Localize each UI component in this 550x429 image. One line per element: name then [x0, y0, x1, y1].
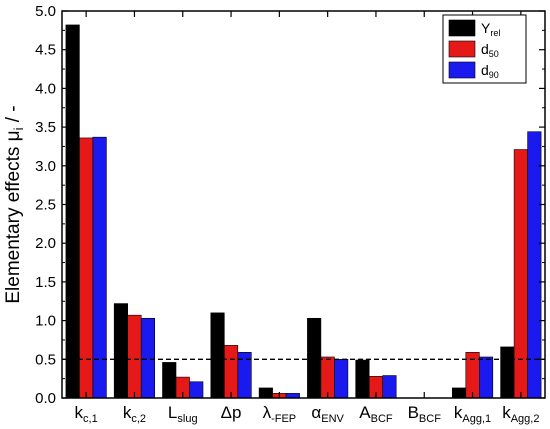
y-tick-label: 3.5 — [35, 119, 56, 136]
x-tick-label: Δp — [221, 403, 242, 422]
bar-yrel-5 — [307, 317, 322, 399]
y-tick-label: 3.0 — [35, 158, 56, 175]
bar-d90-2 — [189, 381, 204, 399]
y-tick-label: 4.0 — [35, 80, 56, 97]
bar-d50-3 — [224, 345, 239, 399]
legend-swatch — [448, 40, 476, 58]
bar-d90-1 — [140, 317, 155, 399]
bar-yrel-6 — [355, 359, 370, 399]
legend-label: Yrel — [481, 20, 500, 38]
y-tick-label: 1.5 — [35, 274, 56, 291]
bar-d90-6 — [382, 375, 397, 399]
y-tick-label: 1.0 — [35, 313, 56, 330]
x-tick-label: kc,2 — [123, 403, 146, 425]
bar-yrel-8 — [451, 387, 467, 399]
x-tick-label: αENV — [311, 403, 344, 425]
bar-yrel-4 — [258, 387, 273, 399]
y-tick-label: 4.5 — [35, 42, 56, 59]
y-axis-label: Elementary effects μi / - — [3, 105, 26, 303]
x-tick-label: BBCF — [408, 403, 442, 425]
x-tick-label: Lslug — [168, 403, 198, 425]
bar-yrel-0 — [65, 24, 80, 399]
x-tick-label: λ-FEP — [263, 403, 297, 425]
bar-d50-1 — [127, 314, 142, 399]
legend-label: d50 — [481, 41, 499, 59]
y-tick-label: 5.0 — [35, 3, 56, 20]
bar-d50-5 — [320, 356, 335, 399]
y-tick-label: 0.0 — [35, 390, 56, 407]
bar-d50-9 — [513, 149, 528, 399]
bar-yrel-1 — [113, 303, 128, 399]
x-tick-label: kc,1 — [75, 403, 98, 425]
legend-label: d90 — [481, 62, 499, 80]
legend-swatch — [448, 19, 476, 37]
x-tick-label: kAgg,2 — [502, 403, 539, 425]
legend: Yrel d50 d90 — [442, 14, 527, 84]
bar-yrel-2 — [162, 362, 177, 399]
y-tick-label: 0.5 — [35, 351, 56, 368]
bar-yrel-3 — [210, 312, 225, 399]
bar-yrel-9 — [500, 346, 515, 399]
y-tick-label: 2.5 — [35, 197, 56, 214]
bar-d90-9 — [527, 131, 542, 399]
x-tick-label: ABCF — [359, 403, 393, 425]
bar-d90-8 — [478, 356, 494, 399]
y-tick-label: 2.0 — [35, 235, 56, 252]
x-tick-label: kAgg,1 — [454, 403, 491, 425]
legend-swatch — [448, 61, 476, 79]
bar-d90-5 — [334, 358, 349, 399]
y-axis: 0.0 0.5 1.0 1.5 2.0 2.5 3.0 3.5 4.0 4.5 5.0 — [35, 3, 545, 407]
x-axis: kc,1 kc,2 Lslug Δp λ-FEP αENV ABCF BBCF kAgg,1 kA… — [75, 11, 539, 425]
